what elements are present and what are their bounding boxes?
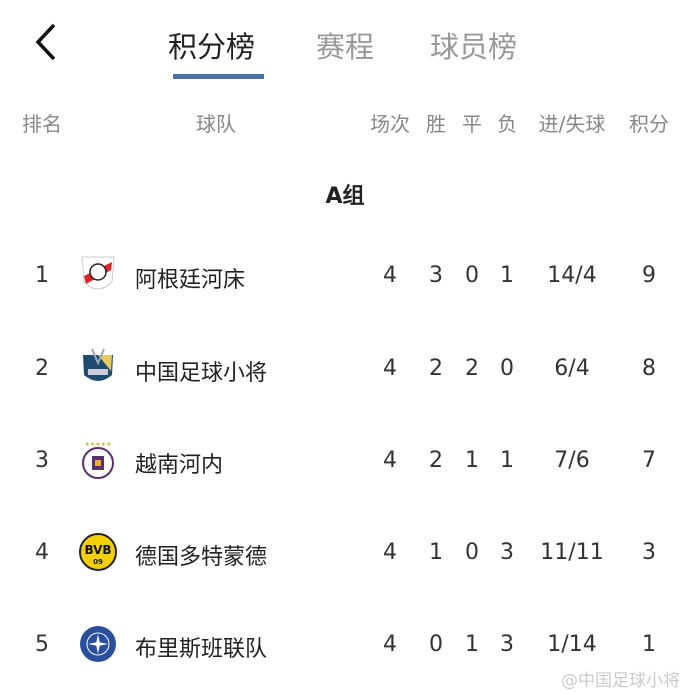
goals-value: 14/4: [547, 263, 597, 288]
svg-text:BVB: BVB: [84, 543, 111, 557]
drawn-value: 0: [465, 540, 479, 565]
drawn-value: 1: [465, 448, 479, 473]
table-row[interactable]: 5 布里斯班联队 4 0 1 3 1/14 1: [0, 614, 690, 674]
points-value: 9: [642, 263, 656, 288]
table-row[interactable]: 1 阿根廷河床 4 3 0 1 14/4 9: [0, 245, 690, 305]
team-name[interactable]: 阿根廷河床: [135, 268, 246, 293]
played-value: 4: [383, 263, 397, 288]
won-value: 0: [429, 632, 443, 657]
drawn-value: 1: [465, 632, 479, 657]
col-lost: 负: [497, 112, 517, 136]
table-row[interactable]: 4 BVB 09 德国多特蒙德 4 1 0 3 11/11 3: [0, 522, 690, 582]
team-name[interactable]: 中国足球小将: [135, 361, 268, 386]
team-name[interactable]: 德国多特蒙德: [135, 545, 268, 570]
watermark: @中国足球小将: [561, 671, 680, 691]
lost-value: 0: [500, 356, 514, 381]
goals-value: 1/14: [547, 632, 597, 657]
played-value: 4: [383, 540, 397, 565]
col-points: 积分: [629, 112, 669, 136]
lost-value: 3: [500, 540, 514, 565]
active-tab-indicator: [173, 74, 264, 79]
points-value: 8: [642, 356, 656, 381]
svg-text:09: 09: [93, 558, 103, 566]
team-logo-icon: ★★★★★: [82, 441, 114, 479]
col-team: 球队: [196, 112, 236, 136]
goals-value: 11/11: [540, 540, 604, 565]
played-value: 4: [383, 448, 397, 473]
team-name[interactable]: 越南河内: [135, 453, 224, 478]
team-logo-icon: [83, 348, 113, 381]
played-value: 4: [383, 356, 397, 381]
rank: 5: [35, 632, 49, 657]
lost-value: 1: [500, 263, 514, 288]
group-label: A组: [325, 184, 365, 209]
rank: 2: [35, 356, 49, 381]
points-value: 1: [642, 632, 656, 657]
tab-schedule[interactable]: 赛程: [316, 30, 375, 64]
tab-standings[interactable]: 积分榜: [168, 30, 256, 64]
goals-value: 7/6: [554, 448, 590, 473]
goals-value: 6/4: [554, 356, 590, 381]
svg-text:★★★★★: ★★★★★: [85, 441, 112, 448]
team-logo-icon: [80, 626, 116, 662]
col-goals: 进/失球: [538, 112, 606, 136]
won-value: 2: [429, 356, 443, 381]
table-row[interactable]: 3 ★★★★★ 越南河内 4 2 1 1 7/6 7: [0, 430, 690, 490]
points-value: 7: [642, 448, 656, 473]
team-name[interactable]: 布里斯班联队: [135, 637, 268, 662]
col-rank: 排名: [22, 112, 62, 136]
col-drawn: 平: [462, 112, 482, 136]
back-chevron-icon[interactable]: [30, 22, 64, 62]
tab-player-ranking[interactable]: 球员榜: [430, 30, 518, 64]
lost-value: 1: [500, 448, 514, 473]
col-played: 场次: [370, 112, 410, 136]
won-value: 2: [429, 448, 443, 473]
points-value: 3: [642, 540, 656, 565]
lost-value: 3: [500, 632, 514, 657]
won-value: 1: [429, 540, 443, 565]
table-row[interactable]: 2 中国足球小将 4 2 2 0 6/4 8: [0, 338, 690, 398]
drawn-value: 0: [465, 263, 479, 288]
rank: 3: [35, 448, 49, 473]
rank: 4: [35, 540, 49, 565]
drawn-value: 2: [465, 356, 479, 381]
team-logo-icon: [81, 256, 115, 290]
played-value: 4: [383, 632, 397, 657]
col-won: 胜: [426, 112, 446, 136]
rank: 1: [35, 263, 49, 288]
won-value: 3: [429, 263, 443, 288]
